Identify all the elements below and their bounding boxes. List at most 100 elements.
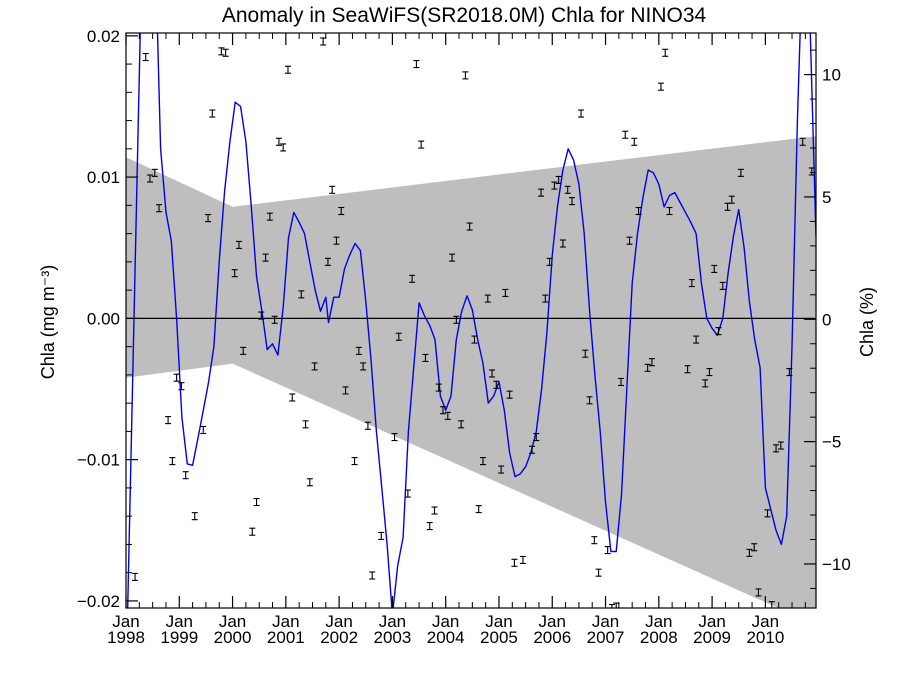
- monthly-data-point: [551, 181, 558, 190]
- monthly-data-point: [586, 396, 593, 405]
- left-tick-label: −0.02: [77, 592, 120, 611]
- x-tick-month-label: Jan: [325, 612, 352, 631]
- monthly-data-point: [613, 602, 620, 608]
- x-tick-year-label: 2003: [373, 628, 411, 647]
- monthly-data-point: [751, 543, 758, 552]
- x-tick-month-label: Jan: [592, 612, 619, 631]
- monthly-data-point: [489, 369, 496, 378]
- monthly-data-point: [648, 358, 655, 367]
- left-tick-label: 0.02: [87, 27, 120, 46]
- monthly-data-point: [306, 478, 313, 487]
- monthly-data-point: [542, 294, 549, 303]
- right-tick-label: −10: [822, 555, 851, 574]
- monthly-data-point: [205, 214, 212, 223]
- right-tick-label: 0: [822, 310, 831, 329]
- x-tick-month-label: Jan: [112, 612, 139, 631]
- x-tick-month-label: Jan: [219, 612, 246, 631]
- monthly-data-point: [409, 274, 416, 283]
- monthly-data-point: [249, 527, 256, 536]
- monthly-data-point: [413, 60, 420, 69]
- monthly-data-point: [253, 497, 260, 507]
- monthly-data-point: [715, 327, 722, 336]
- x-tick-year-label: 2010: [746, 628, 784, 647]
- x-tick-year-label: 1999: [160, 628, 198, 647]
- monthly-data-point: [578, 109, 585, 118]
- monthly-data-point: [617, 377, 624, 387]
- plot-clip-group: [126, 33, 816, 608]
- monthly-data-point: [688, 279, 695, 288]
- monthly-data-point: [262, 253, 269, 262]
- monthly-data-point: [364, 421, 371, 430]
- monthly-data-point: [142, 52, 149, 62]
- monthly-data-point: [719, 281, 726, 290]
- monthly-data-point: [498, 465, 505, 474]
- monthly-data-point: [479, 457, 486, 466]
- monthly-data-point: [266, 212, 273, 221]
- monthly-data-point: [684, 365, 691, 374]
- x-tick-month-label: Jan: [698, 612, 725, 631]
- monthly-data-point: [644, 363, 651, 372]
- monthly-data-point: [156, 204, 163, 213]
- monthly-data-point: [355, 346, 362, 355]
- monthly-data-point: [165, 416, 172, 425]
- monthly-data-point: [449, 253, 456, 262]
- monthly-data-point: [702, 379, 709, 388]
- monthly-data-point: [302, 420, 309, 429]
- left-tick-label: −0.01: [77, 451, 120, 470]
- plot-frame: [125, 32, 817, 609]
- monthly-data-point: [222, 48, 229, 57]
- monthly-data-point: [506, 390, 513, 399]
- x-tick-year-label: 2001: [267, 628, 305, 647]
- monthly-data-point: [666, 206, 673, 216]
- monthly-data-point: [351, 457, 358, 466]
- monthly-data-point: [475, 505, 482, 514]
- monthly-data-point: [564, 185, 571, 194]
- x-tick-month-label: Jan: [539, 612, 566, 631]
- monthly-data-point: [298, 290, 305, 299]
- monthly-data-point: [519, 555, 526, 565]
- monthly-data-point: [453, 315, 460, 324]
- monthly-data-point: [280, 143, 287, 152]
- monthly-data-point: [502, 288, 509, 298]
- monthly-data-point: [369, 571, 376, 580]
- left-axis-label: Chla (mg m⁻³): [38, 265, 58, 380]
- monthly-data-point: [555, 175, 562, 184]
- monthly-data-point: [275, 137, 282, 146]
- monthly-data-point: [746, 548, 753, 557]
- x-tick-year-label: 2008: [640, 628, 678, 647]
- right-tick-label: 5: [822, 188, 831, 207]
- monthly-data-point: [440, 406, 447, 415]
- monthly-data-point: [271, 315, 278, 324]
- monthly-data-point: [626, 236, 633, 245]
- x-tick-year-label: 2002: [320, 628, 358, 647]
- monthly-data-point: [360, 362, 367, 371]
- monthly-data-point: [808, 167, 815, 176]
- monthly-data-point: [173, 373, 180, 382]
- monthly-data-point: [546, 257, 553, 266]
- x-tick-year-label: 2000: [214, 628, 252, 647]
- monthly-data-point: [657, 82, 664, 91]
- monthly-data-point: [182, 471, 189, 480]
- monthly-data-point: [391, 433, 398, 442]
- monthly-data-point: [458, 420, 465, 429]
- x-tick-year-label: 1998: [107, 628, 145, 647]
- monthly-data-point: [435, 383, 442, 392]
- x-tick-month-label: Jan: [379, 612, 406, 631]
- monthly-data-point: [755, 588, 762, 597]
- monthly-data-point: [426, 522, 433, 531]
- uncertainty-band: [126, 136, 816, 608]
- monthly-data-point: [635, 206, 642, 216]
- monthly-data-point: [799, 137, 806, 146]
- monthly-data-point: [289, 393, 296, 402]
- monthly-data-point: [471, 335, 478, 344]
- right-tick-label: 10: [822, 66, 841, 85]
- x-tick-month-label: Jan: [272, 612, 299, 631]
- monthly-data-point: [559, 239, 566, 248]
- plot-area: 0.020.010.00−0.01−0.021050−5−10Jan1998Ja…: [77, 27, 851, 647]
- x-tick-month-label: Jan: [645, 612, 672, 631]
- x-tick-year-label: 2007: [587, 628, 625, 647]
- monthly-data-point: [178, 382, 185, 391]
- monthly-data-point: [418, 140, 425, 149]
- monthly-data-point: [462, 71, 469, 80]
- x-tick-year-label: 2006: [533, 628, 571, 647]
